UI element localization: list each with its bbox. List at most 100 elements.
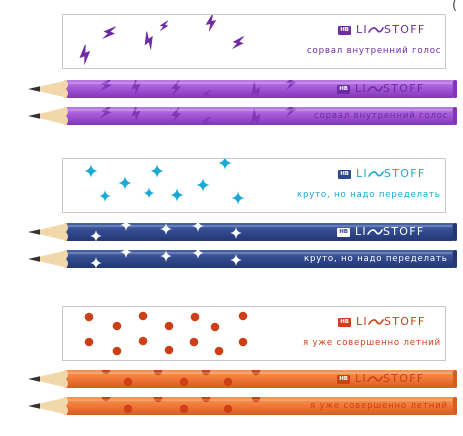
pencil-orange-1: HB LI STOFF [26, 367, 458, 391]
dot-icon [201, 370, 211, 376]
pencil-pattern [90, 250, 242, 268]
brand-logo-text-a: LI [356, 167, 368, 180]
sparkle-star-icon [160, 250, 172, 262]
brand-logo: LI STOFF [355, 372, 425, 385]
hb-badge: HB [337, 375, 350, 384]
brand-logo: LI STOFF [356, 23, 426, 36]
pencil-end-cap [453, 370, 457, 388]
pencil-graphic [28, 397, 457, 415]
pencil-pattern [99, 80, 297, 98]
sparkle-star-icon [218, 159, 232, 170]
brand-logo-text-b: STOFF [382, 372, 425, 385]
pencil-graphic [28, 223, 457, 241]
pencil-graphite-tip [28, 113, 40, 119]
brand-logo-text-b: STOFF [383, 167, 426, 180]
pencil-pattern [90, 223, 242, 241]
sparkle-star-icon [90, 257, 102, 268]
brand-wave-icon [368, 171, 384, 177]
brand-logo-text-b: STOFF [383, 23, 426, 36]
corner-bracket-mark: ( [452, 0, 458, 13]
dot-icon [223, 377, 233, 387]
brand-logo-text-a: LI [355, 82, 367, 95]
dot-icon [84, 312, 94, 322]
lightning-bolt-icon [131, 80, 141, 96]
brand-logo-text-a: LI [356, 315, 368, 328]
pencil-wood-tip [30, 107, 68, 125]
dot-icon [112, 321, 122, 331]
sparkle-star-icon [192, 250, 204, 259]
pencil-wood-tip [30, 370, 68, 388]
sparkle-star-icon [230, 254, 242, 266]
hb-badge: HB [338, 26, 351, 35]
dot-icon [190, 312, 200, 322]
lightning-bolt-icon [251, 81, 261, 98]
sparkle-star-icon [90, 230, 102, 241]
pencil-pattern [99, 107, 297, 125]
lightning-bolt-icon [201, 89, 211, 98]
lightning-bolt-icon [285, 80, 297, 91]
pencil-body [66, 223, 454, 241]
sparkle-star-icon [192, 223, 204, 232]
label-sticker-orange: HB LI STOFF я уже совершенно летний [62, 306, 446, 361]
lightning-bolt-icon [205, 15, 217, 33]
product-slogan: круто, но надо переделать [297, 190, 441, 200]
sticker-pattern [84, 159, 245, 205]
dot-icon [153, 370, 163, 376]
dot-icon [179, 404, 189, 414]
brand-logo-text-a: LI [355, 225, 367, 238]
product-slogan: я уже совершенно летний [303, 338, 441, 348]
dot-icon [164, 321, 174, 331]
pencil-body [66, 80, 454, 98]
pencil-graphic [28, 107, 457, 125]
brand-logo-text-b: STOFF [382, 82, 425, 95]
lightning-bolt-icon [231, 36, 245, 50]
sparkle-star-icon [143, 187, 155, 199]
dot-icon [164, 345, 174, 355]
pencil-graphite-tip [28, 376, 40, 382]
dot-icon [123, 377, 133, 387]
brand-logo: LI STOFF [356, 315, 426, 328]
hb-badge: HB [338, 170, 351, 179]
pencil-wood-tip [30, 80, 68, 98]
lightning-bolt-icon [170, 80, 182, 96]
lightning-bolt-icon [131, 107, 141, 123]
sparkle-star-icon [150, 164, 164, 178]
label-sticker-purple: HB LI STOFF сорвал внутренний голос [62, 14, 446, 69]
lightning-bolt-icon [251, 108, 261, 125]
pencil-wood-tip [30, 250, 68, 268]
product-slogan: сорвал внутренний голос [314, 111, 449, 121]
pencil-orange-2: я уже совершенно летний [26, 394, 458, 418]
lightning-bolt-icon [201, 116, 211, 125]
brand-wave-icon [367, 86, 383, 92]
pencil-body [66, 370, 454, 388]
pencil-graphite-tip [28, 229, 40, 235]
lightning-bolt-icon [99, 107, 113, 119]
brand-logo-text-a: LI [355, 372, 367, 385]
dot-icon [223, 404, 233, 414]
sparkle-star-icon [118, 176, 132, 190]
sticker-pattern [84, 311, 248, 356]
brand-wave-icon [367, 229, 383, 235]
sparkle-star-icon [120, 223, 132, 231]
pencil-end-cap [453, 250, 457, 268]
pencil-graphic [28, 370, 457, 388]
lightning-bolt-icon [144, 31, 153, 51]
hb-badge: HB [337, 85, 350, 94]
dot-icon [138, 336, 148, 346]
sparkle-star-icon [196, 178, 210, 192]
pencil-graphite-tip [28, 256, 40, 262]
dot-icon [138, 311, 148, 321]
sparkle-star-icon [160, 223, 172, 235]
pencil-end-cap [453, 107, 457, 125]
pencil-wood-tip [30, 223, 68, 241]
lightning-bolt-icon [79, 44, 91, 66]
pencil-graphite-tip [28, 86, 40, 92]
lightning-bolt-icon [159, 20, 169, 32]
pencil-purple-1: HB LI STOFF [26, 77, 458, 101]
dot-icon [101, 370, 111, 375]
pencil-graphic [28, 80, 457, 98]
pencil-purple-2: сорвал внутренний голос [26, 104, 458, 128]
brand-logo: LI STOFF [355, 82, 425, 95]
dot-icon [238, 337, 248, 347]
